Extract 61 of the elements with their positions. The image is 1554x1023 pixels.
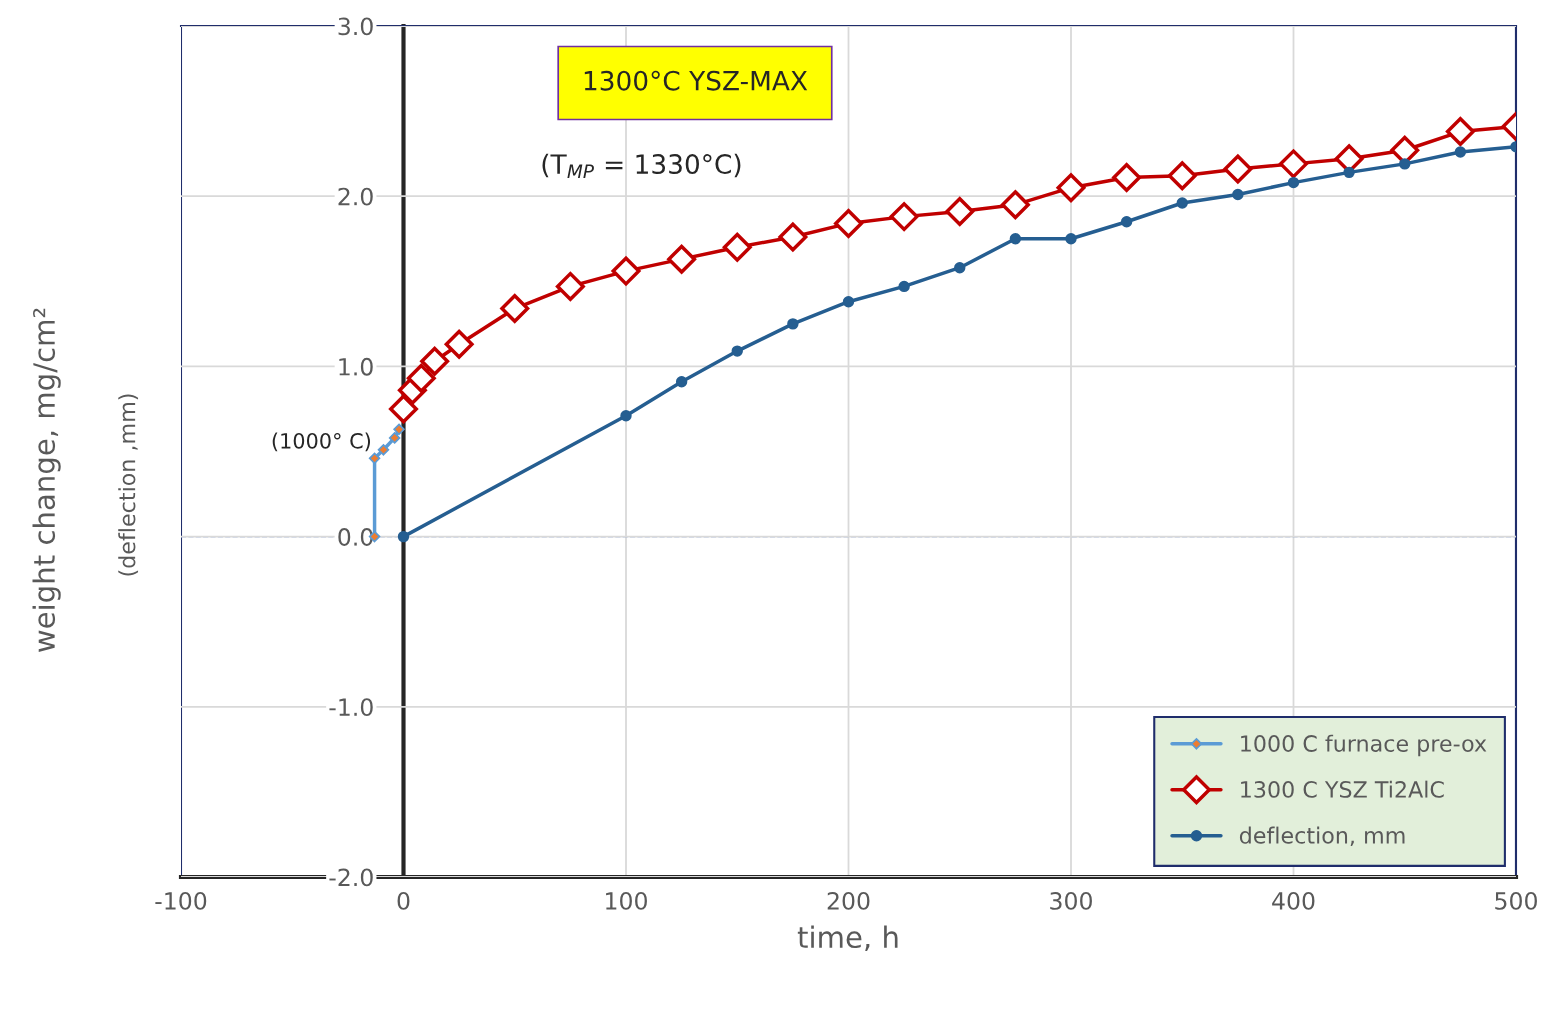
point	[377, 444, 390, 456]
x-tick-label: 200	[827, 892, 870, 910]
point	[444, 329, 474, 359]
point	[1112, 162, 1142, 192]
point	[954, 261, 966, 274]
point	[667, 244, 697, 274]
point	[722, 232, 752, 262]
point	[1343, 166, 1355, 179]
point	[945, 197, 975, 227]
x-tick-label: 500	[1495, 892, 1537, 910]
point	[1009, 233, 1022, 245]
x-tick-label: -100	[155, 892, 207, 910]
point	[731, 345, 743, 357]
point	[898, 280, 910, 293]
point	[1399, 158, 1411, 170]
point	[1278, 149, 1309, 179]
point	[1065, 233, 1077, 245]
point	[1167, 161, 1197, 191]
point	[388, 432, 401, 444]
point	[833, 208, 864, 238]
annotation: (1000° C)	[272, 432, 371, 452]
text: (T$_{MP}$ = 1330°C)	[542, 153, 741, 178]
point	[1454, 146, 1467, 158]
point	[842, 296, 855, 308]
legend-label: 1300 C YSZ Ti2AlC	[1241, 780, 1444, 798]
x-tick-label: 0	[397, 892, 410, 910]
point	[1445, 117, 1475, 147]
y-tick-label: -1.0	[329, 698, 373, 717]
y-tick-label: 2.0	[338, 187, 373, 206]
x-tick-label: 400	[1272, 892, 1315, 910]
point	[1232, 188, 1244, 201]
point	[620, 410, 632, 422]
point	[555, 271, 585, 301]
point	[1223, 154, 1253, 184]
point	[889, 202, 919, 232]
point	[388, 394, 419, 424]
legend-label: 1000 C furnace pre-ox	[1241, 734, 1487, 757]
point	[778, 222, 808, 252]
point	[406, 363, 436, 393]
x-tick-label: 300	[1050, 892, 1092, 910]
point	[420, 346, 450, 376]
point	[611, 256, 641, 286]
point	[393, 423, 405, 436]
point	[397, 530, 410, 543]
text: 1300°C YSZ-MAX	[584, 70, 808, 91]
legend-label: deflection, mm	[1239, 826, 1405, 847]
text: (deflection ,mm)	[118, 394, 139, 576]
point	[1000, 190, 1030, 220]
point	[675, 376, 688, 388]
point	[1176, 197, 1188, 209]
y-axis-title: weight change, mg/cm²	[32, 308, 61, 652]
x-axis-title: time, h	[797, 925, 898, 952]
y-tick-label: 3.0	[338, 17, 373, 36]
point	[500, 294, 530, 324]
point	[1287, 176, 1300, 189]
y-tick-label: -2.0	[329, 868, 373, 887]
point	[787, 318, 799, 330]
point	[1120, 216, 1133, 228]
point	[1056, 173, 1086, 203]
y-tick-label: 1.0	[339, 357, 373, 376]
x-tick-label: 100	[606, 892, 647, 910]
